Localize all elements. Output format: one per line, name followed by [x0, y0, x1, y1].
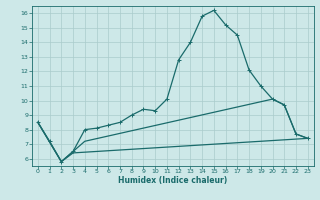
X-axis label: Humidex (Indice chaleur): Humidex (Indice chaleur): [118, 176, 228, 185]
